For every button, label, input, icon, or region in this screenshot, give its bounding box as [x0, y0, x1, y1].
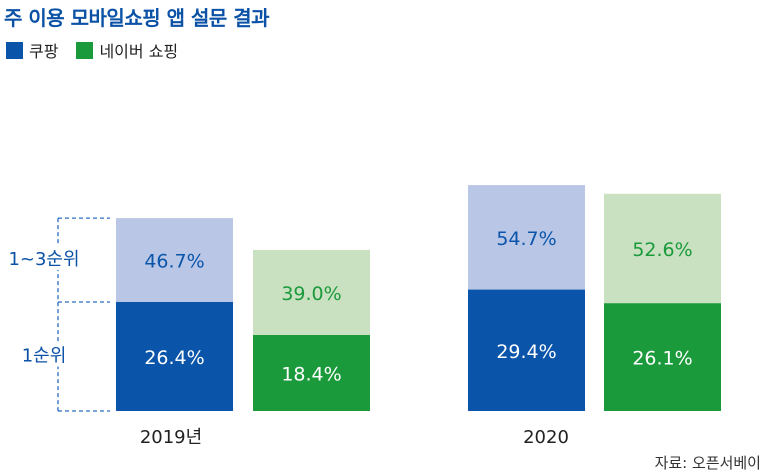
legend-item-naver: 네이버 쇼핑 [76, 38, 178, 62]
data-label-rank-naver-1: 52.6% [632, 239, 692, 261]
x-tick-label-1: 2020 [523, 427, 569, 448]
bracket-label-bottom: 1순위 [22, 345, 67, 366]
bar-rank-coupang-1 [468, 185, 585, 290]
x-tick-label-0: 2019년 [140, 427, 202, 448]
source-note: 자료: 오픈서베이 [654, 454, 761, 472]
legend-label-coupang: 쿠팡 [29, 42, 59, 61]
data-label-first-naver-0: 18.4% [281, 364, 341, 386]
legend-item-coupang: 쿠팡 [6, 38, 58, 62]
bar-first-coupang-1 [468, 289, 585, 411]
bar-first-naver-0 [253, 335, 370, 411]
data-label-first-naver-1: 26.1% [632, 348, 692, 370]
bar-first-coupang-0 [116, 301, 233, 411]
data-label-rank-coupang-0: 46.7% [144, 251, 204, 273]
bar-first-naver-1 [604, 303, 721, 411]
data-label-rank-naver-0: 39.0% [281, 283, 341, 305]
bar-rank-naver-0 [253, 249, 370, 336]
data-label-rank-coupang-1: 54.7% [496, 228, 556, 250]
bar-rank-naver-1 [604, 193, 721, 304]
legend-swatch-coupang [6, 41, 23, 59]
data-label-first-coupang-0: 26.4% [144, 347, 204, 369]
bracket-label-top: 1~3순위 [8, 249, 79, 270]
data-label-first-coupang-1: 29.4% [496, 341, 556, 363]
bar-rank-coupang-0 [116, 218, 233, 302]
legend-label-naver: 네이버 쇼핑 [99, 42, 179, 61]
legend-swatch-naver [76, 41, 94, 59]
legend: 쿠팡 네이버 쇼핑 [6, 38, 196, 62]
chart-title: 주 이용 모바일쇼핑 앱 설문 결과 [4, 6, 270, 30]
